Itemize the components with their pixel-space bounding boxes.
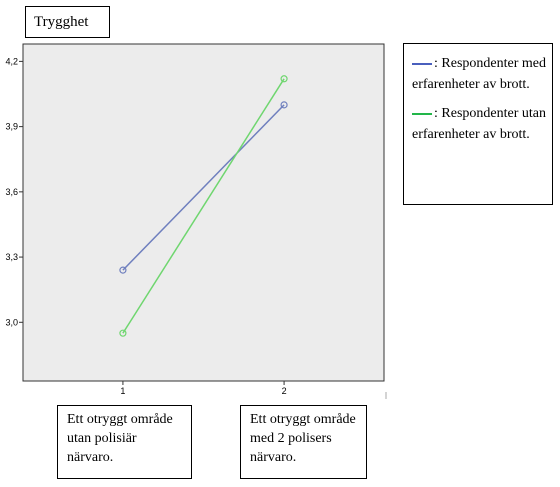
series-line-1 (122, 104, 285, 271)
legend-line-swatch-icon (412, 62, 432, 65)
y-tick-label: 4,2 (5, 56, 18, 66)
chart-title: Trygghet (25, 6, 110, 38)
legend-line-swatch-icon (412, 112, 432, 115)
data-point (119, 266, 127, 274)
legend: : Respondenter med erfarenheter av brott… (403, 43, 553, 205)
data-point (280, 101, 288, 109)
legend-label: : Respondenter utan erfarenheter av brot… (412, 106, 546, 142)
data-point (119, 329, 127, 337)
series-layer (119, 75, 288, 337)
y-tick-label: 3,9 (5, 122, 18, 132)
x-tick-label: 2 (282, 386, 287, 396)
legend-item-without-experience: : Respondenter utan erfarenheter av brot… (412, 103, 546, 145)
y-tick-label: 3,6 (5, 187, 18, 197)
x-tick-label: 1 (120, 386, 125, 396)
plot-area (22, 43, 385, 382)
legend-label: : Respondenter med erfarenheter av brott… (412, 56, 546, 92)
y-tick-label: 3,3 (5, 252, 18, 262)
category-label-2: Ett otryggt område med 2 polisers närvar… (240, 405, 367, 479)
series-line-2 (122, 78, 285, 334)
data-point (280, 75, 288, 83)
category-label-1: Ett otryggt område utan polisiär närvaro… (57, 405, 192, 479)
legend-item-with-experience: : Respondenter med erfarenheter av brott… (412, 53, 546, 95)
y-tick-label: 3,0 (5, 317, 18, 327)
y-axis: 3,0 3,3 3,6 3,9 4,2 (5, 56, 23, 327)
